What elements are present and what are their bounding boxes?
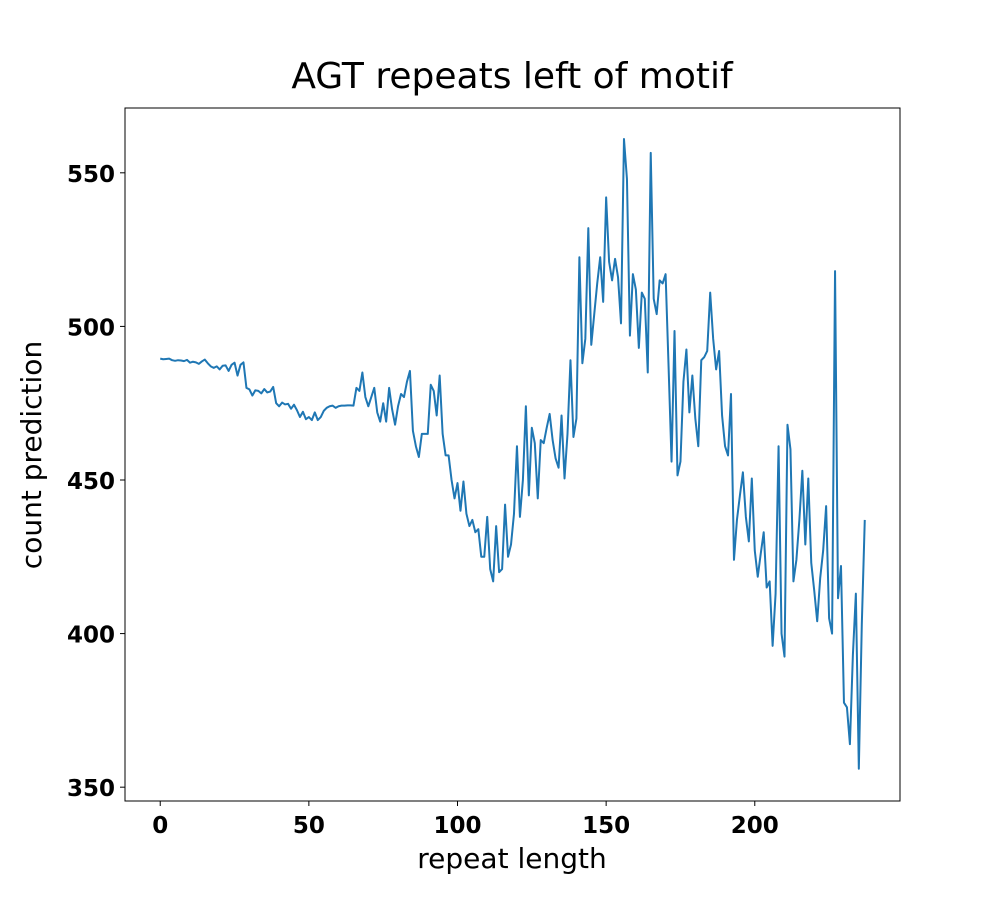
- data-line: [160, 138, 866, 770]
- x-tick-label: 150: [582, 813, 630, 839]
- x-tick-label: 50: [293, 813, 325, 839]
- y-tick-label: 350: [67, 776, 115, 802]
- plot-frame: [124, 107, 901, 802]
- y-tick-label: 550: [67, 162, 115, 188]
- x-axis-label: repeat length: [417, 842, 606, 875]
- x-tick-label: 200: [731, 813, 779, 839]
- y-axis-label: count prediction: [15, 341, 48, 569]
- y-tick-label: 500: [67, 315, 115, 341]
- y-tick-label: 400: [67, 623, 115, 649]
- chart-title: AGT repeats left of motif: [291, 56, 734, 97]
- x-tick-label: 0: [152, 813, 168, 839]
- y-tick-label: 450: [67, 469, 115, 495]
- x-tick-label: 100: [433, 813, 481, 839]
